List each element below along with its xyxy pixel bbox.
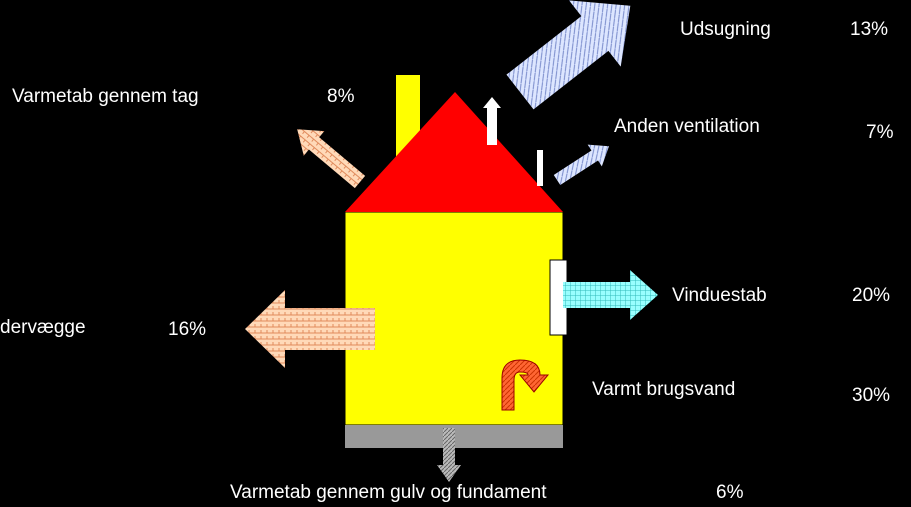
item-percent: 16%: [168, 319, 206, 340]
item-percent: 8%: [327, 86, 355, 107]
item-label: Anden ventilation: [614, 116, 760, 137]
item-percent: 20%: [852, 285, 890, 306]
wall-arrow: [245, 290, 375, 368]
item-label: Vinduestab: [672, 285, 767, 306]
hot-water-arrow: [501, 359, 550, 411]
vent-arrow: [483, 97, 501, 145]
roof: [345, 92, 563, 212]
ventilation-arrow: [553, 144, 609, 186]
roof-arrow: [297, 129, 366, 189]
item-label: Udsugning: [680, 19, 771, 40]
exhaust-arrow: [506, 0, 631, 110]
item-percent: 7%: [866, 122, 894, 143]
item-label: Varmetab gennem gulv og fundament: [230, 482, 547, 503]
item-label: dervægge: [0, 317, 86, 338]
item-percent: 6%: [716, 482, 744, 503]
item-label: Varmetab gennem tag: [12, 86, 199, 107]
item-percent: 13%: [850, 19, 888, 40]
vent-pipe: [537, 150, 543, 186]
window-arrow: [563, 270, 658, 320]
floor-arrow: [437, 428, 461, 482]
item-label: Varmt brugsvand: [592, 379, 735, 400]
house-body: [344, 211, 564, 426]
item-percent: 30%: [852, 385, 890, 406]
